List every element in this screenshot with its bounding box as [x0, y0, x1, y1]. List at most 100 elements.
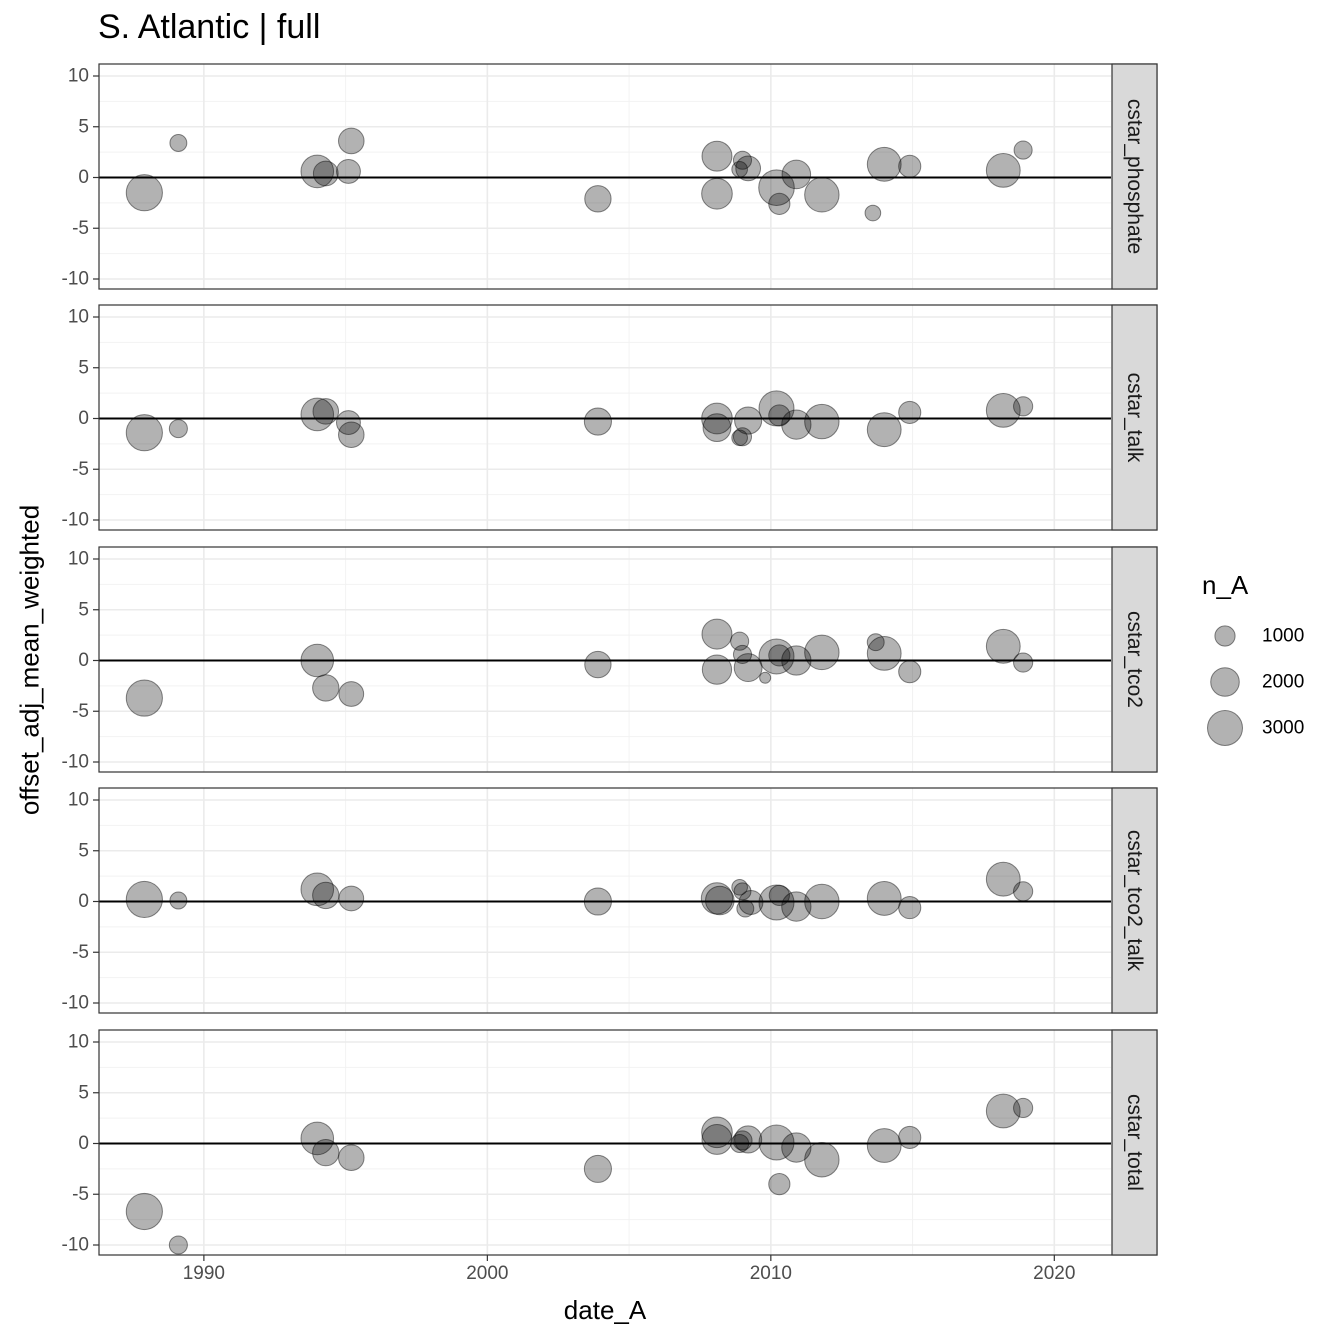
- data-point: [768, 192, 791, 215]
- legend-key-label: 1000: [1262, 626, 1304, 647]
- data-point: [300, 872, 335, 907]
- data-point: [985, 1093, 1021, 1129]
- data-point: [736, 899, 755, 918]
- facet-panel-cstar_total: cstar_total 10 5 0 -5 -10: [62, 1029, 1158, 1256]
- y-tick-label: 10: [68, 790, 89, 811]
- data-point: [312, 160, 339, 187]
- data-point: [732, 1130, 753, 1151]
- y-tick-label: 10: [68, 66, 89, 87]
- y-tick-label: 5: [78, 357, 89, 378]
- data-point: [583, 1154, 612, 1183]
- legend-key-circle: [1207, 710, 1243, 746]
- data-point: [864, 204, 882, 222]
- data-point: [734, 1125, 763, 1154]
- data-point: [338, 885, 365, 912]
- data-point: [701, 1116, 733, 1149]
- data-point: [733, 653, 763, 683]
- data-point: [700, 882, 734, 915]
- data-point: [898, 896, 922, 920]
- data-point: [781, 1132, 812, 1163]
- data-point: [336, 410, 361, 436]
- data-point: [804, 1142, 840, 1178]
- facet-strip: [1111, 63, 1158, 290]
- data-point: [701, 402, 733, 435]
- data-point: [312, 1138, 340, 1167]
- legend-title: n_A: [1202, 570, 1249, 600]
- data-point: [732, 150, 753, 170]
- data-point: [1013, 140, 1033, 160]
- data-point: [701, 654, 733, 685]
- data-point: [758, 169, 795, 206]
- y-tick-label: 5: [78, 599, 89, 620]
- y-tick-label: -10: [62, 269, 89, 290]
- data-point: [898, 400, 922, 424]
- y-tick-label: 5: [78, 840, 89, 861]
- data-point: [866, 881, 902, 916]
- facet-panel-cstar_talk: cstar_talk 10 5 0 -5 -10: [62, 304, 1158, 531]
- x-tick-label: 2000: [466, 1263, 508, 1284]
- data-point: [804, 883, 840, 920]
- data-point: [985, 392, 1021, 428]
- data-point: [804, 634, 840, 671]
- facet-panel-cstar_phosphate: cstar_phosphate 10 5 0 -5 -10: [62, 63, 1158, 290]
- data-point: [125, 414, 163, 452]
- data-point: [730, 631, 750, 651]
- data-point: [1013, 1097, 1034, 1119]
- data-point: [730, 1133, 750, 1154]
- data-point: [584, 650, 612, 679]
- data-point: [758, 638, 795, 675]
- data-point: [583, 407, 612, 436]
- data-point: [768, 404, 791, 427]
- data-point: [125, 880, 163, 919]
- data-point: [125, 679, 163, 717]
- data-point: [338, 421, 365, 449]
- data-point: [734, 406, 763, 435]
- data-point: [804, 177, 840, 213]
- y-tick-label: 5: [78, 116, 89, 137]
- data-point: [804, 403, 840, 440]
- data-point: [338, 1144, 365, 1171]
- data-point: [338, 127, 365, 155]
- data-point: [758, 1124, 795, 1161]
- y-tick-label: 0: [78, 167, 89, 188]
- legend-key-label: 3000: [1262, 718, 1304, 739]
- data-point: [898, 154, 922, 178]
- y-tick-label: 10: [68, 1032, 89, 1053]
- legend-key-label: 2000: [1262, 672, 1304, 693]
- data-point: [125, 174, 163, 212]
- data-point: [732, 427, 753, 447]
- data-point: [866, 633, 885, 652]
- y-tick-label: 10: [68, 307, 89, 328]
- facet-strip: [1111, 787, 1158, 1014]
- data-point: [701, 177, 733, 210]
- data-point: [731, 878, 748, 896]
- y-tick-label: 10: [68, 549, 89, 570]
- data-point: [781, 159, 812, 190]
- y-axis-label: offset_adj_mean_weighted: [14, 504, 45, 816]
- legend-key-circle: [1210, 667, 1240, 697]
- y-tick-label: -10: [62, 752, 89, 773]
- data-point: [768, 884, 790, 907]
- chart-title: S. Atlantic | full: [98, 8, 321, 46]
- y-tick-label: 0: [78, 1133, 89, 1154]
- data-point: [701, 140, 733, 172]
- data-point: [300, 643, 335, 678]
- data-point: [583, 887, 612, 916]
- y-tick-label: -5: [72, 459, 89, 480]
- data-point: [985, 152, 1021, 188]
- data-point: [701, 1123, 733, 1155]
- y-tick-label: -5: [72, 1184, 89, 1205]
- data-point: [584, 185, 612, 213]
- facet-strip: [1111, 304, 1158, 531]
- x-tick-label: 2020: [1033, 1263, 1075, 1284]
- data-point: [781, 409, 812, 440]
- data-point: [732, 644, 753, 664]
- y-tick-label: 0: [78, 650, 89, 671]
- data-point: [768, 644, 791, 667]
- y-tick-label: 5: [78, 1082, 89, 1103]
- data-point: [731, 429, 748, 447]
- data-point: [866, 1128, 902, 1163]
- y-tick-label: -10: [62, 1235, 89, 1256]
- data-point: [701, 618, 733, 650]
